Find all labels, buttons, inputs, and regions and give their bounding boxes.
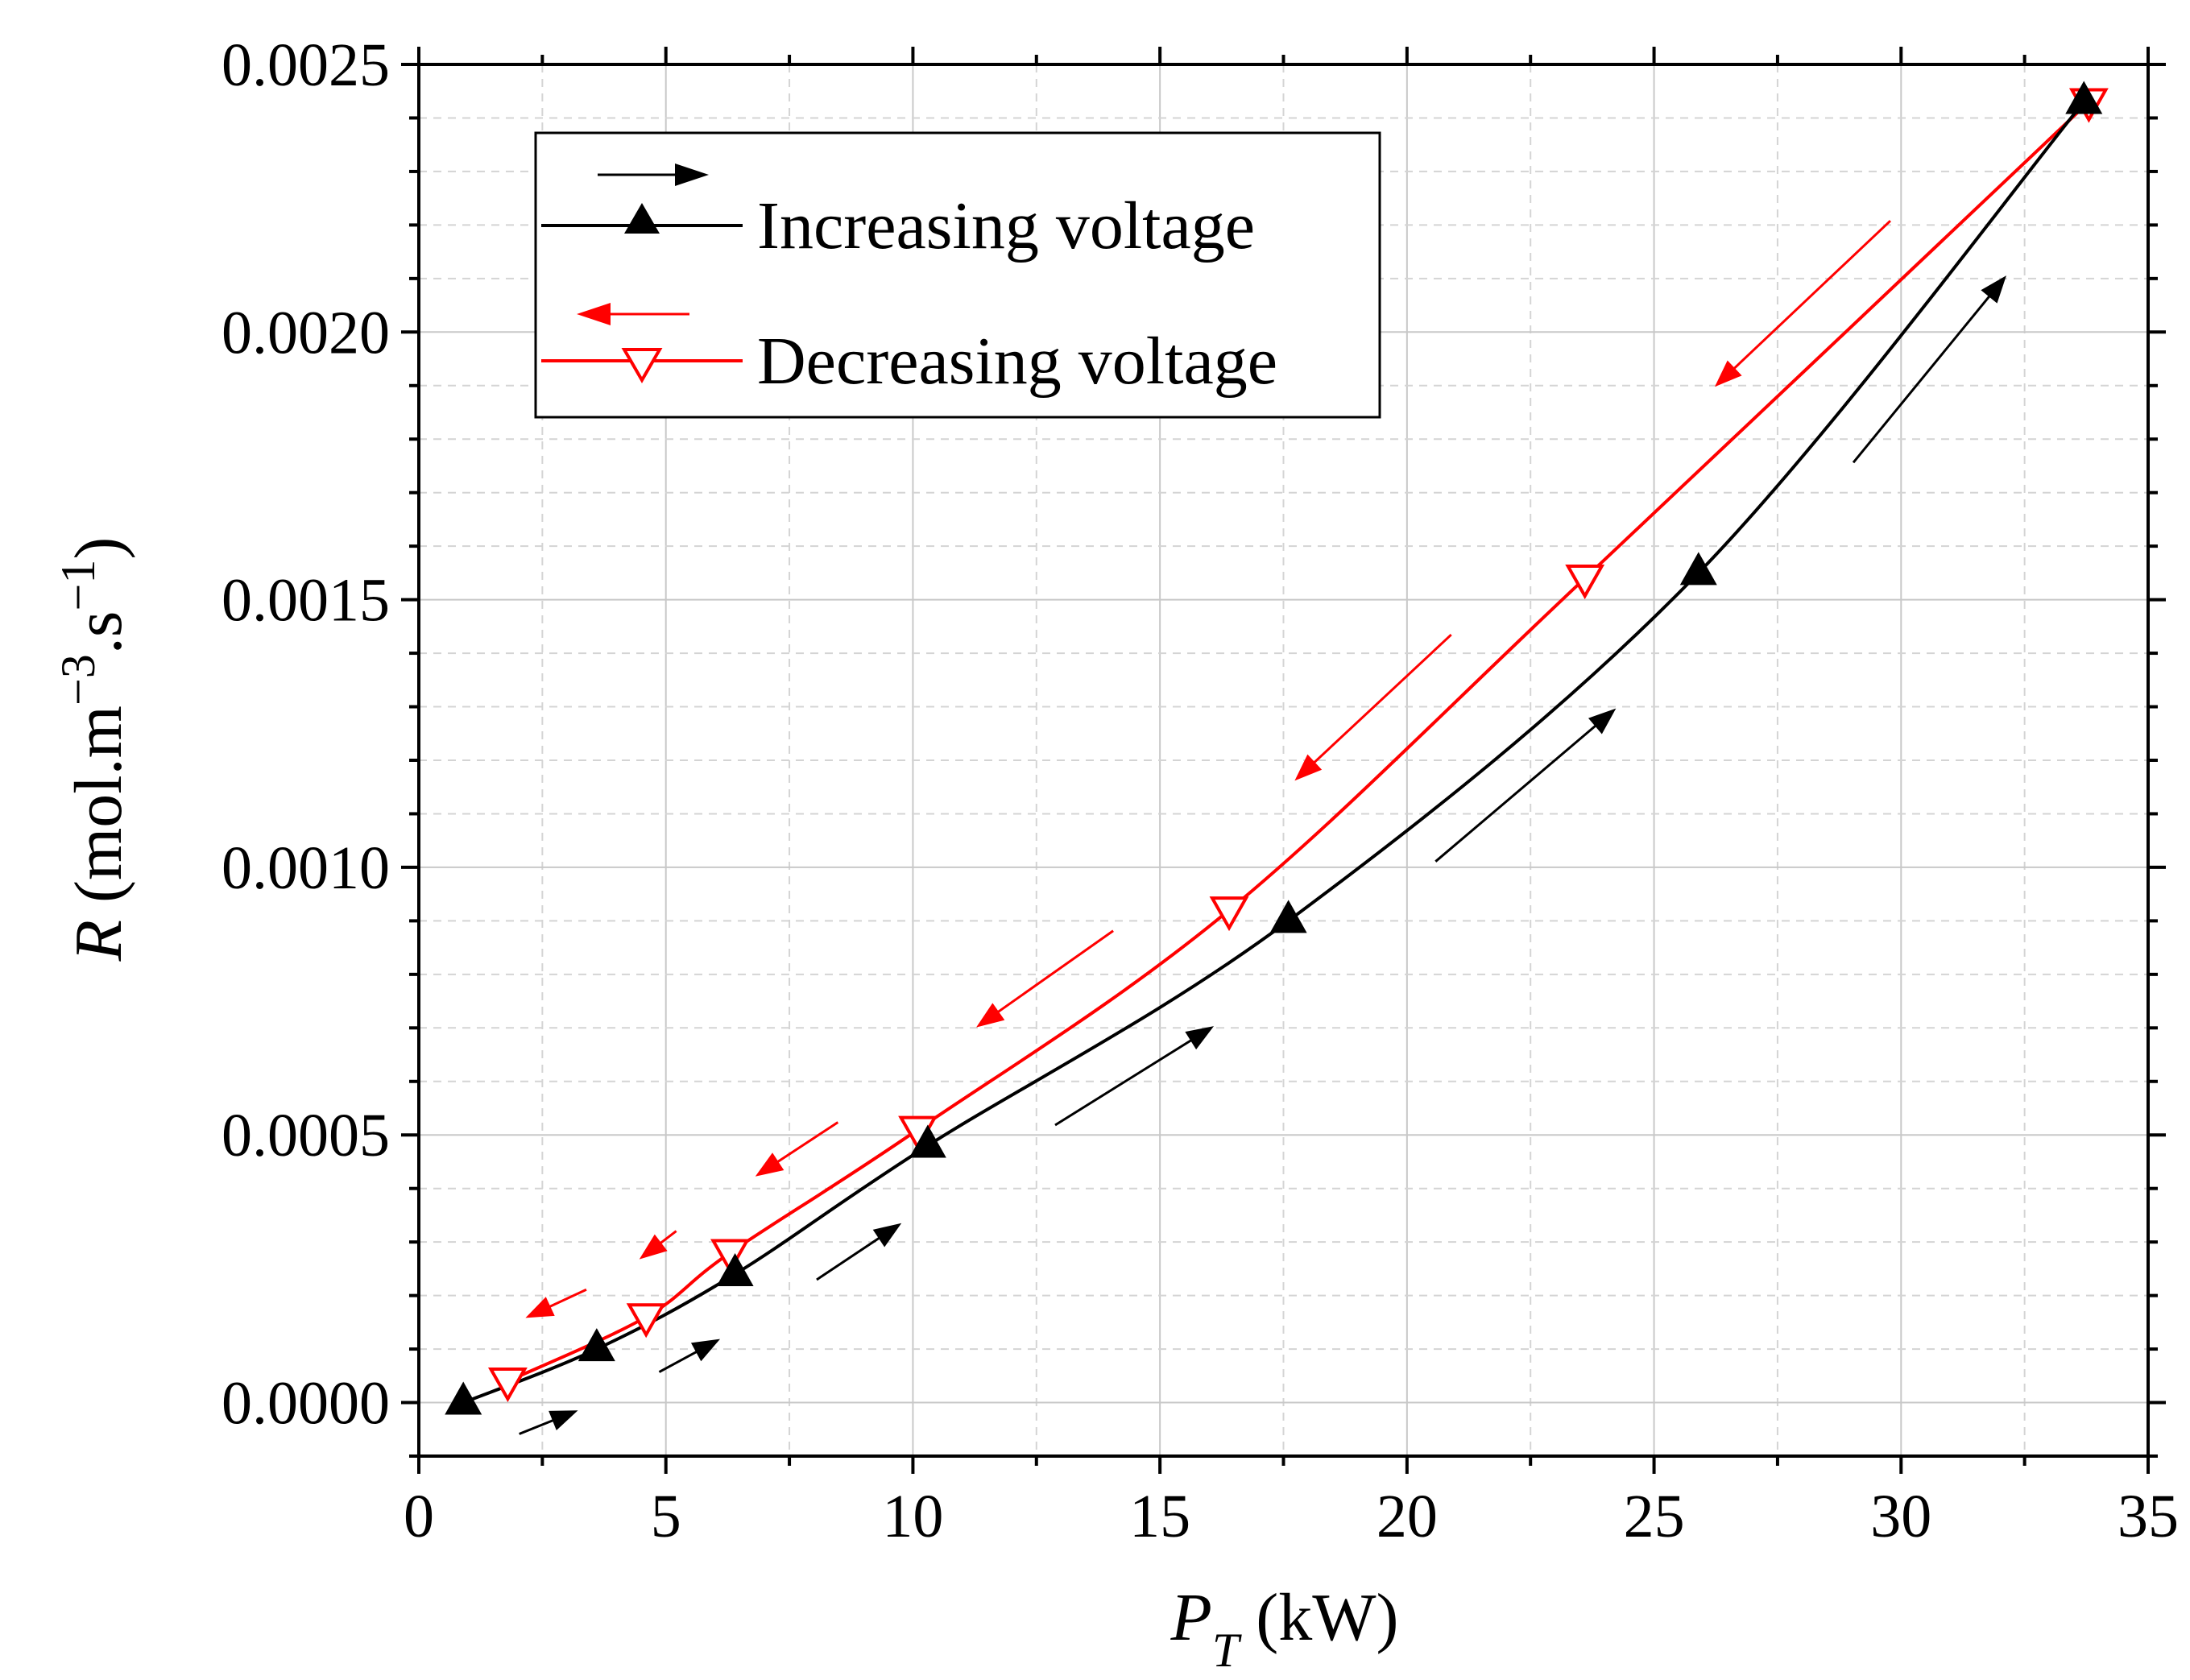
x-tick-label: 25 xyxy=(1624,1483,1685,1550)
y-tick-label: 0.0020 xyxy=(221,299,390,366)
data-point-decreasing xyxy=(1565,565,1605,600)
arrow-increasing-shaft xyxy=(816,1235,883,1281)
y-tick-label: 0.0005 xyxy=(221,1102,390,1169)
arrow-decreasing-head xyxy=(525,1297,555,1318)
arrow-decreasing-head xyxy=(639,1234,668,1260)
data-point-increasing xyxy=(1269,900,1307,933)
data-point-decreasing xyxy=(487,1367,528,1403)
series-line-decreasing xyxy=(507,101,2090,1383)
arrow-decreasing-shaft xyxy=(546,1288,587,1310)
data-point-increasing xyxy=(909,1124,946,1158)
arrow-decreasing-head xyxy=(755,1152,785,1177)
y-axis-close: ) xyxy=(61,537,136,560)
y-tick-label: 0.0000 xyxy=(221,1370,390,1438)
arrow-increasing-head xyxy=(690,1339,721,1362)
y-tick-label: 0.0010 xyxy=(221,834,390,902)
arrow-decreasing-head xyxy=(1714,360,1742,387)
x-tick-label: 15 xyxy=(1129,1483,1190,1550)
data-point-decreasing xyxy=(626,1303,666,1339)
legend-arrow-decreasing-head xyxy=(577,303,611,325)
direction-arrows xyxy=(519,220,2006,1435)
x-tick-label: 35 xyxy=(2118,1483,2179,1550)
data-point-decreasing xyxy=(1209,896,1249,932)
arrow-decreasing-head xyxy=(976,1003,1005,1028)
arrow-decreasing-head xyxy=(1294,754,1323,781)
data-point-increasing xyxy=(1679,552,1717,586)
arrow-increasing-shaft xyxy=(1852,293,1993,464)
arrow-decreasing-shaft xyxy=(1311,633,1452,766)
x-axis-unit: (kW) xyxy=(1239,1580,1398,1655)
series-layer xyxy=(445,81,2109,1415)
data-point-increasing xyxy=(578,1328,615,1362)
y-tick-label: 0.0015 xyxy=(221,567,390,635)
data-point-increasing xyxy=(445,1381,482,1415)
y-axis-sup1: −3 xyxy=(52,654,105,706)
data-point-increasing xyxy=(716,1253,754,1287)
x-tick-label: 0 xyxy=(404,1483,434,1550)
arrow-decreasing-shaft xyxy=(995,929,1114,1015)
x-tick-label: 5 xyxy=(651,1483,681,1550)
x-axis-var: P xyxy=(1170,1580,1212,1655)
arrow-increasing-shaft xyxy=(658,1349,700,1373)
x-tick-label: 10 xyxy=(882,1483,943,1550)
arrow-decreasing-shaft xyxy=(774,1121,839,1165)
y-axis-mid: .s xyxy=(61,610,136,654)
arrow-increasing-head xyxy=(1185,1026,1215,1050)
y-tick-label: 0.0025 xyxy=(221,31,390,99)
arrow-increasing-head xyxy=(1588,708,1617,734)
arrow-decreasing-shaft xyxy=(657,1230,677,1246)
arrow-increasing-shaft xyxy=(1054,1037,1194,1127)
data-point-increasing xyxy=(2065,81,2103,114)
tick-labels: 0 5 10 15 20 25 30 35 0.0000 0.0005 0.0010 0.0015 0.… xyxy=(221,31,2179,1550)
y-axis-var: R xyxy=(61,920,136,962)
legend-label-increasing: Increasing voltage xyxy=(757,188,1255,263)
axes xyxy=(401,47,2166,1474)
legend-label-decreasing: Decreasing voltage xyxy=(757,324,1277,399)
x-axis-title: PT (kW) xyxy=(1170,1580,1399,1677)
legend: Increasing voltage Decreasing voltage xyxy=(534,131,1381,419)
arrow-increasing-head xyxy=(549,1410,578,1430)
data-point-decreasing xyxy=(710,1239,750,1274)
arrow-decreasing-shaft xyxy=(1731,220,1891,371)
arrow-increasing-shaft xyxy=(1434,722,1599,863)
legend-marker-decreasing xyxy=(621,348,663,383)
legend-arrow-increasing-head xyxy=(675,163,709,186)
y-axis-unit: (mol.m xyxy=(61,706,136,920)
x-axis-sub: T xyxy=(1212,1624,1242,1677)
y-axis-sup2: −1 xyxy=(52,560,105,611)
x-tick-label: 30 xyxy=(1870,1483,1931,1550)
y-axis-title: R (mol.m−3.s−1) xyxy=(52,537,136,962)
arrow-increasing-head xyxy=(872,1223,902,1248)
arrow-increasing-shaft xyxy=(519,1418,557,1435)
arrow-increasing-head xyxy=(1981,275,2006,304)
x-tick-label: 20 xyxy=(1377,1483,1438,1550)
legend-marker-increasing xyxy=(624,203,660,234)
